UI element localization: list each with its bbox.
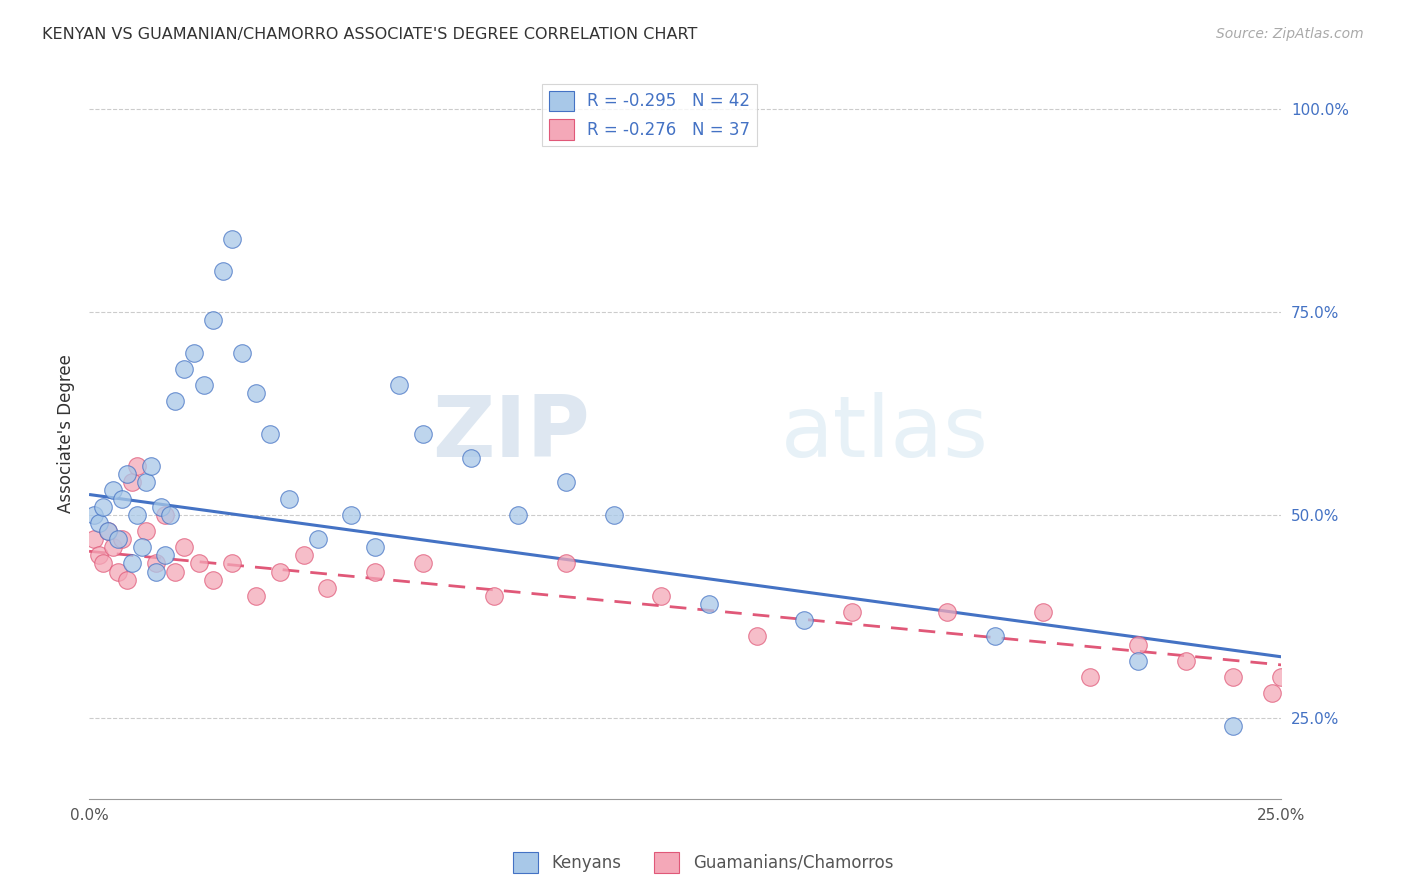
Point	[115, 573, 138, 587]
Point	[111, 491, 134, 506]
Point	[292, 549, 315, 563]
Point	[793, 613, 815, 627]
Y-axis label: Associate's Degree: Associate's Degree	[58, 354, 75, 513]
Point	[650, 589, 672, 603]
Point	[107, 565, 129, 579]
Point	[340, 508, 363, 522]
Point	[187, 557, 209, 571]
Point	[259, 426, 281, 441]
Point	[101, 483, 124, 498]
Point	[316, 581, 339, 595]
Point	[97, 524, 120, 538]
Point	[149, 500, 172, 514]
Point	[202, 313, 225, 327]
Point	[97, 524, 120, 538]
Point	[121, 557, 143, 571]
Point	[115, 467, 138, 482]
Point	[697, 597, 720, 611]
Point	[193, 378, 215, 392]
Point	[101, 540, 124, 554]
Point	[1174, 654, 1197, 668]
Point	[412, 557, 434, 571]
Point	[211, 264, 233, 278]
Point	[460, 450, 482, 465]
Point	[121, 475, 143, 490]
Point	[202, 573, 225, 587]
Point	[163, 394, 186, 409]
Point	[83, 508, 105, 522]
Point	[936, 605, 959, 619]
Legend: Kenyans, Guamanians/Chamorros: Kenyans, Guamanians/Chamorros	[506, 846, 900, 880]
Point	[155, 549, 177, 563]
Point	[245, 386, 267, 401]
Point	[602, 508, 624, 522]
Point	[984, 630, 1007, 644]
Point	[183, 345, 205, 359]
Point	[1260, 686, 1282, 700]
Point	[1222, 670, 1244, 684]
Point	[163, 565, 186, 579]
Text: KENYAN VS GUAMANIAN/CHAMORRO ASSOCIATE'S DEGREE CORRELATION CHART: KENYAN VS GUAMANIAN/CHAMORRO ASSOCIATE'S…	[42, 27, 697, 42]
Point	[364, 565, 387, 579]
Point	[508, 508, 530, 522]
Point	[554, 475, 576, 490]
Point	[155, 508, 177, 522]
Point	[364, 540, 387, 554]
Point	[412, 426, 434, 441]
Point	[307, 532, 329, 546]
Point	[221, 557, 243, 571]
Point	[554, 557, 576, 571]
Point	[139, 459, 162, 474]
Text: Source: ZipAtlas.com: Source: ZipAtlas.com	[1216, 27, 1364, 41]
Point	[125, 459, 148, 474]
Point	[173, 540, 195, 554]
Point	[1032, 605, 1054, 619]
Text: atlas: atlas	[780, 392, 988, 475]
Point	[87, 549, 110, 563]
Point	[278, 491, 301, 506]
Point	[841, 605, 863, 619]
Text: ZIP: ZIP	[432, 392, 589, 475]
Point	[111, 532, 134, 546]
Point	[745, 630, 768, 644]
Point	[145, 557, 167, 571]
Point	[173, 361, 195, 376]
Point	[1126, 654, 1149, 668]
Point	[1222, 719, 1244, 733]
Point	[245, 589, 267, 603]
Point	[231, 345, 253, 359]
Point	[1126, 638, 1149, 652]
Point	[83, 532, 105, 546]
Point	[269, 565, 291, 579]
Point	[87, 516, 110, 530]
Point	[1270, 670, 1292, 684]
Point	[1080, 670, 1102, 684]
Point	[125, 508, 148, 522]
Point	[131, 540, 153, 554]
Point	[145, 565, 167, 579]
Point	[159, 508, 181, 522]
Point	[107, 532, 129, 546]
Point	[135, 524, 157, 538]
Point	[388, 378, 411, 392]
Point	[93, 557, 115, 571]
Legend: R = -0.295   N = 42, R = -0.276   N = 37: R = -0.295 N = 42, R = -0.276 N = 37	[541, 84, 756, 146]
Point	[93, 500, 115, 514]
Point	[484, 589, 506, 603]
Point	[135, 475, 157, 490]
Point	[221, 232, 243, 246]
